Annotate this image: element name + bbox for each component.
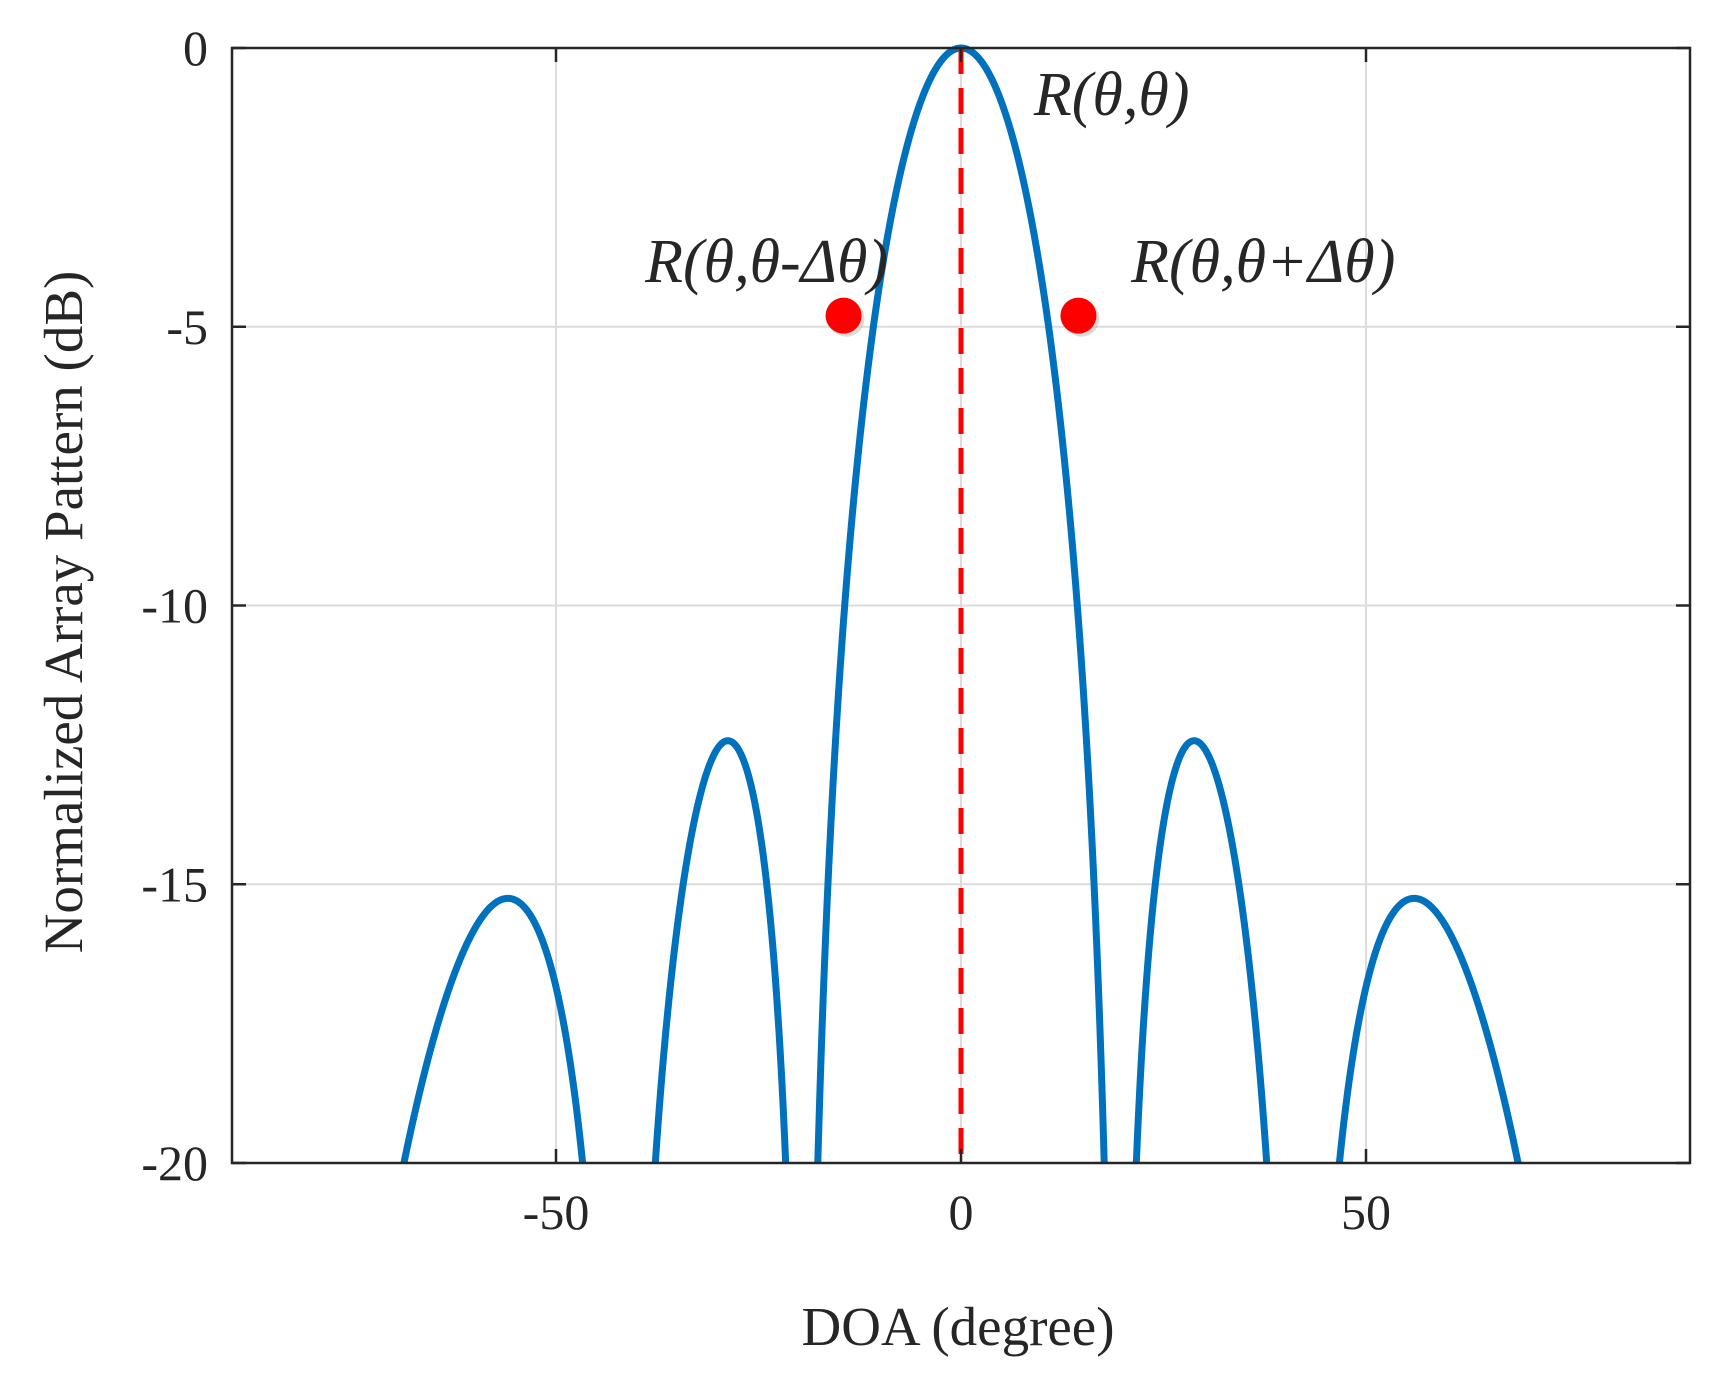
axes: [230, 46, 1692, 1165]
x-tick-label: 0: [949, 1184, 974, 1240]
tick-labels: -50 0 50 0 -5 -10 -15 -20: [141, 20, 1391, 1240]
markers: [825, 297, 1100, 337]
y-tick-label: -10: [141, 578, 208, 634]
right-marker-point: [1060, 297, 1097, 334]
left-marker-point: [825, 297, 862, 334]
annotation-r-theta-plus: R(θ,θ+Δθ): [1130, 228, 1395, 296]
annotation-r-theta-minus: R(θ,θ-Δθ): [644, 228, 888, 296]
y-tick-label: 0: [183, 20, 208, 76]
annotations: R(θ,θ) R(θ,θ-Δθ) R(θ,θ+Δθ): [644, 61, 1395, 296]
y-tick-label: -20: [141, 1135, 208, 1191]
x-tick-label: -50: [523, 1184, 590, 1240]
x-tick-label: 50: [1341, 1184, 1391, 1240]
y-tick-label: -5: [166, 299, 208, 355]
annotation-r-theta-theta: R(θ,θ): [1033, 61, 1190, 129]
y-tick-label: -15: [141, 856, 208, 912]
y-axis-title: Normalized Array Pattern (dB): [33, 271, 94, 954]
x-axis-title: DOA (degree): [801, 1296, 1114, 1357]
